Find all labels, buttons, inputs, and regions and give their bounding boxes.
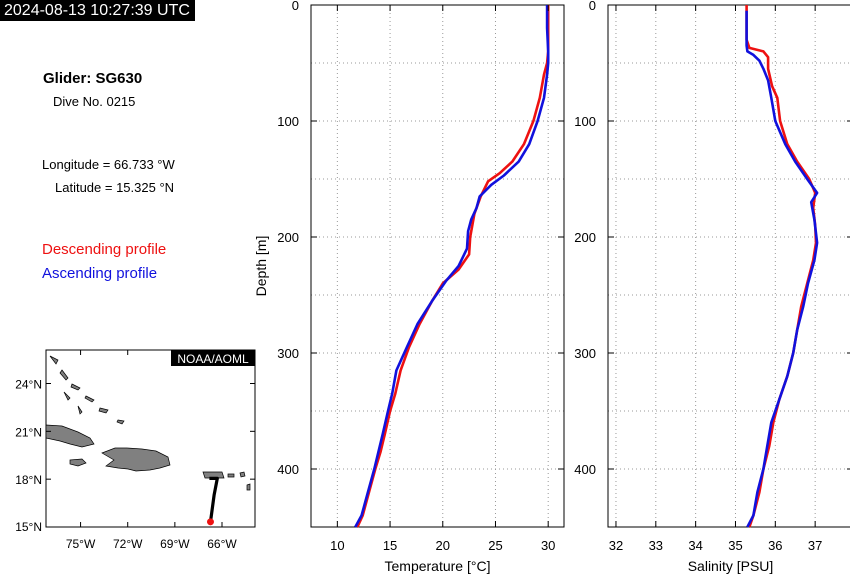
map-credit-box [171,350,255,366]
legend-ascending: Ascending profile [42,265,158,282]
map-land-bahamas-3 [70,383,81,391]
chart1-xtick-label-3: 35 [728,538,742,553]
chart0-ytick-label-4: 400 [277,462,299,477]
map-landmasses [46,355,251,491]
chart0-xtick-label-3: 25 [488,538,502,553]
chart0-ylabel: Depth [m] [253,236,269,297]
map-land-turks-caicos [116,419,125,425]
map-lat-label-3: 15°N [15,520,42,534]
chart1-xtick-label-1: 33 [649,538,663,553]
chart1-frame [607,4,850,528]
chart1-ytick-label-2: 200 [574,230,596,245]
map-land-lesser-antilles [239,471,251,491]
map-lon-label-3: 66°W [207,537,237,551]
map-credit: NOAA/AOML [177,352,249,366]
map-land-bahamas-7 [63,391,71,401]
chart0-xlabel: Temperature [°C] [385,558,491,574]
chart1-grid [608,4,850,528]
map-land-bahamas-4 [84,395,95,403]
chart1-xlabel: Salinity [PSU] [688,558,774,574]
map-lon-label-2: 69°W [160,537,190,551]
chart0-frame [310,4,565,528]
map-lat-label-0: 24°N [15,377,42,391]
map-land-bahamas-5 [98,407,109,414]
chart1-ytick-label-4: 400 [574,462,596,477]
map-land-puerto-rico [202,471,225,479]
chart0-ytick-label-0: 0 [292,0,299,13]
chart1-ytick-label-3: 300 [574,346,596,361]
salinity-chart: 32 33 34 35 36 37 0 100 200 300 400 Salinity [PSU] [574,0,850,574]
location-map: NOAA/AOML 24°N 21°N 18°N 15°N 75°W 72°W 69°W 66… [15,349,256,551]
map-land-bahamas-6 [77,405,83,415]
map-lat-label-2: 18°N [15,473,42,487]
map-land-bahamas-2 [59,369,69,381]
chart1-xtick-label-0: 32 [609,538,623,553]
chart0-grid [311,4,564,528]
chart1-xtick-label-5: 37 [808,538,822,553]
legend-descending: Descending profile [42,241,167,258]
chart0-ytick-label-2: 200 [277,230,299,245]
map-lon-label-1: 72°W [113,537,143,551]
longitude-text: Longitude = 66.733 °W [42,157,175,172]
chart0-ytick-label-1: 100 [277,114,299,129]
map-land-hispaniola [101,447,171,472]
map-lon-label-0: 75°W [66,537,96,551]
chart0-xtick-label-1: 15 [383,538,397,553]
dive-number: Dive No. 0215 [53,94,136,109]
chart0-series-ascending [354,5,550,528]
latitude-text: Latitude = 15.325 °N [55,180,175,195]
chart0-xtick-label-0: 10 [330,538,344,553]
glider-name: Glider: SG630 [43,70,143,87]
map-glider-position [206,518,214,526]
chart0-xtick-label-2: 20 [436,538,450,553]
map-land-bahamas-1 [49,355,59,365]
chart0-series-descending [356,5,550,528]
map-land-cuba [46,424,95,448]
chart1-ytick-label-1: 100 [574,114,596,129]
map-lat-label-1: 21°N [15,425,42,439]
chart0-ytick-label-3: 300 [277,346,299,361]
timestamp: 2024-08-13 10:27:39 UTC [0,0,195,21]
map-land-jamaica [69,458,87,467]
map-glider-track [208,476,219,523]
map-land-virgin-islands [227,473,235,478]
chart1-ytick-label-0: 0 [589,0,596,13]
chart1-series-descending [745,5,818,528]
chart1-xtick-label-2: 34 [688,538,702,553]
chart0-xtick-label-4: 30 [541,538,555,553]
chart1-series-ascending [745,10,819,528]
chart1-xtick-label-4: 36 [768,538,782,553]
